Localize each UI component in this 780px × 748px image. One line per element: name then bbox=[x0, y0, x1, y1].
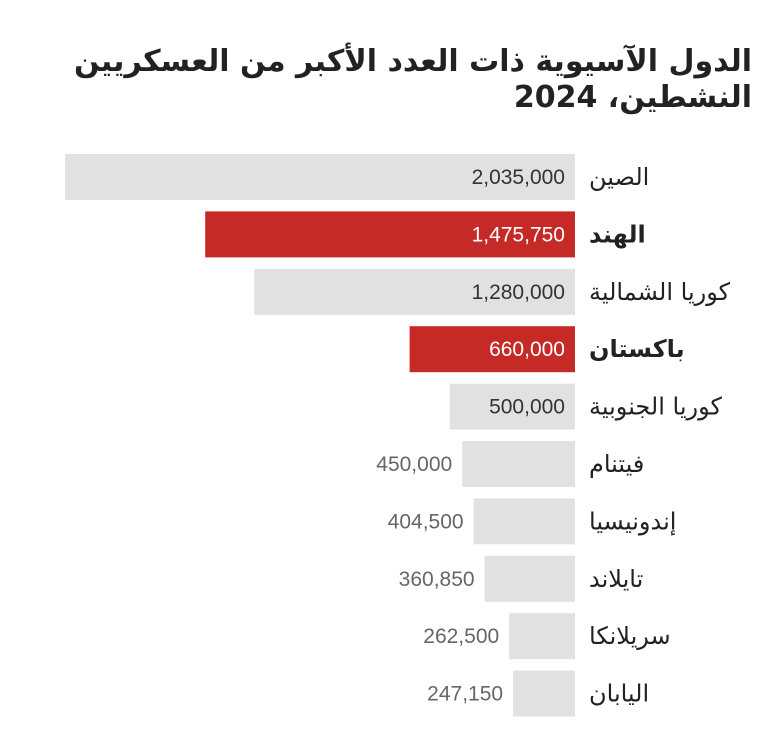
value-label-5: 500,000 bbox=[489, 396, 565, 419]
value-label-10: 247,150 bbox=[427, 683, 503, 706]
category-label-6: فيتنام bbox=[589, 450, 644, 478]
value-label-3: 1,280,000 bbox=[472, 281, 565, 304]
bar-2 bbox=[205, 211, 575, 258]
value-label-7: 404,500 bbox=[388, 510, 464, 533]
category-label-2: الهند bbox=[589, 220, 646, 248]
bar-6 bbox=[462, 441, 575, 487]
bar-10 bbox=[513, 670, 575, 717]
bar-5 bbox=[449, 383, 575, 430]
category-label-7: إندونيسيا bbox=[589, 507, 676, 536]
category-label-10: اليابان bbox=[589, 680, 649, 708]
category-label-8: تايلاند bbox=[589, 565, 643, 593]
bar-9 bbox=[509, 613, 575, 660]
bar-4 bbox=[409, 326, 575, 373]
value-label-2: 1,475,750 bbox=[472, 223, 565, 246]
category-label-3: كوريا الشمالية bbox=[589, 278, 731, 306]
bar-7 bbox=[473, 498, 575, 545]
bar-8 bbox=[484, 555, 575, 602]
value-label-6: 450,000 bbox=[376, 453, 452, 476]
value-label-8: 360,850 bbox=[399, 568, 475, 591]
category-label-9: سريلانكا bbox=[589, 622, 671, 650]
chart-title: الدول الآسيوية ذات العدد الأكبر من العسك… bbox=[73, 44, 752, 115]
value-label-1: 2,035,000 bbox=[472, 166, 565, 189]
bar-3 bbox=[254, 268, 575, 315]
category-label-4: باكستان bbox=[589, 335, 685, 363]
value-label-9: 262,500 bbox=[423, 625, 499, 648]
value-label-4: 660,000 bbox=[489, 338, 565, 361]
bar-1 bbox=[65, 154, 575, 200]
category-label-1: الصين bbox=[589, 163, 649, 191]
category-label-5: كوريا الجنوبية bbox=[589, 393, 723, 421]
